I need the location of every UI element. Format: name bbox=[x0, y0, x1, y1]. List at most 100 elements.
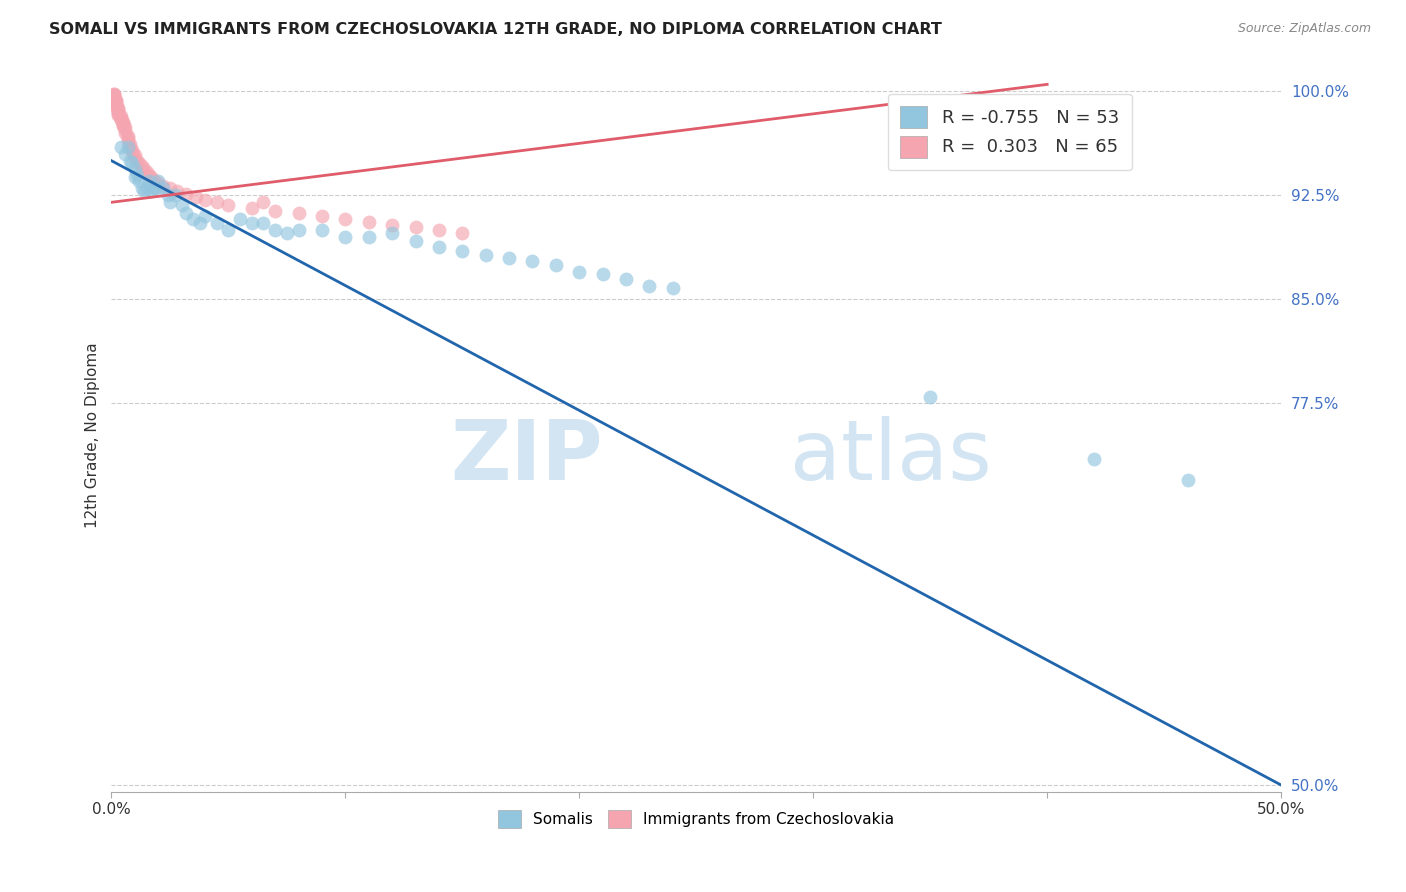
Point bbox=[194, 209, 217, 223]
Point bbox=[920, 390, 942, 404]
Point bbox=[427, 223, 450, 237]
Point bbox=[138, 174, 160, 188]
Point bbox=[311, 223, 333, 237]
Point bbox=[638, 278, 661, 293]
Point bbox=[105, 93, 128, 107]
Point bbox=[240, 201, 263, 215]
Text: SOMALI VS IMMIGRANTS FROM CZECHOSLOVAKIA 12TH GRADE, NO DIPLOMA CORRELATION CHAR: SOMALI VS IMMIGRANTS FROM CZECHOSLOVAKIA… bbox=[49, 22, 942, 37]
Point bbox=[141, 184, 163, 198]
Point bbox=[170, 198, 193, 212]
Point bbox=[127, 168, 149, 182]
Text: atlas: atlas bbox=[790, 416, 991, 497]
Point bbox=[124, 161, 146, 176]
Point bbox=[107, 101, 129, 115]
Point bbox=[181, 211, 204, 226]
Point bbox=[229, 211, 252, 226]
Point bbox=[662, 281, 685, 295]
Point bbox=[142, 181, 165, 195]
Point bbox=[103, 91, 125, 105]
Point bbox=[103, 87, 125, 101]
Point bbox=[131, 181, 153, 195]
Point bbox=[335, 211, 357, 226]
Point bbox=[124, 170, 146, 185]
Point bbox=[134, 161, 156, 176]
Point bbox=[107, 103, 129, 118]
Point bbox=[128, 174, 150, 188]
Point bbox=[124, 151, 146, 165]
Point bbox=[1083, 452, 1105, 467]
Point bbox=[110, 109, 132, 123]
Point bbox=[117, 128, 139, 143]
Point bbox=[335, 230, 357, 244]
Point bbox=[188, 216, 211, 230]
Point bbox=[381, 226, 404, 240]
Point bbox=[105, 99, 128, 113]
Text: Source: ZipAtlas.com: Source: ZipAtlas.com bbox=[1237, 22, 1371, 36]
Point bbox=[120, 136, 142, 151]
Y-axis label: 12th Grade, No Diploma: 12th Grade, No Diploma bbox=[86, 342, 100, 527]
Point bbox=[134, 184, 156, 198]
Point bbox=[287, 206, 309, 220]
Point bbox=[152, 181, 174, 195]
Point bbox=[107, 106, 129, 120]
Point bbox=[103, 88, 125, 103]
Point bbox=[145, 181, 167, 195]
Point bbox=[205, 195, 228, 210]
Point bbox=[103, 90, 125, 104]
Point bbox=[114, 120, 136, 135]
Point bbox=[451, 226, 474, 240]
Point bbox=[194, 193, 217, 207]
Point bbox=[159, 195, 181, 210]
Point bbox=[105, 95, 128, 110]
Point bbox=[381, 218, 404, 232]
Point bbox=[148, 174, 170, 188]
Point bbox=[174, 206, 197, 220]
Point bbox=[205, 216, 228, 230]
Point bbox=[152, 178, 174, 193]
Point bbox=[142, 173, 165, 187]
Point bbox=[166, 184, 188, 198]
Point bbox=[105, 94, 128, 108]
Point bbox=[110, 140, 132, 154]
Point bbox=[107, 103, 129, 117]
Point bbox=[1177, 473, 1199, 487]
Point bbox=[148, 176, 170, 190]
Point bbox=[124, 148, 146, 162]
Point bbox=[592, 268, 614, 282]
Point bbox=[128, 156, 150, 170]
Point bbox=[112, 116, 135, 130]
Point bbox=[159, 181, 181, 195]
Point bbox=[264, 203, 287, 218]
Point bbox=[240, 216, 263, 230]
Point bbox=[498, 251, 520, 265]
Point bbox=[474, 248, 496, 262]
Point bbox=[135, 165, 157, 179]
Point bbox=[264, 223, 287, 237]
Point bbox=[121, 143, 143, 157]
Point bbox=[568, 265, 591, 279]
Point bbox=[522, 253, 544, 268]
Text: ZIP: ZIP bbox=[450, 416, 603, 497]
Point bbox=[287, 223, 309, 237]
Point bbox=[217, 198, 239, 212]
Point bbox=[427, 240, 450, 254]
Point bbox=[112, 115, 135, 129]
Point bbox=[105, 96, 128, 111]
Point bbox=[141, 170, 163, 185]
Point bbox=[217, 223, 239, 237]
Point bbox=[156, 188, 179, 202]
Legend: Somalis, Immigrants from Czechoslovakia: Somalis, Immigrants from Czechoslovakia bbox=[492, 804, 901, 834]
Point bbox=[405, 234, 427, 248]
Point bbox=[135, 181, 157, 195]
Point bbox=[110, 113, 132, 128]
Point bbox=[311, 209, 333, 223]
Point bbox=[614, 271, 637, 285]
Point bbox=[120, 140, 142, 154]
Point bbox=[117, 140, 139, 154]
Point bbox=[405, 220, 427, 235]
Point bbox=[544, 258, 567, 272]
Point bbox=[114, 123, 136, 137]
Point bbox=[174, 186, 197, 201]
Point bbox=[114, 146, 136, 161]
Point bbox=[114, 126, 136, 140]
